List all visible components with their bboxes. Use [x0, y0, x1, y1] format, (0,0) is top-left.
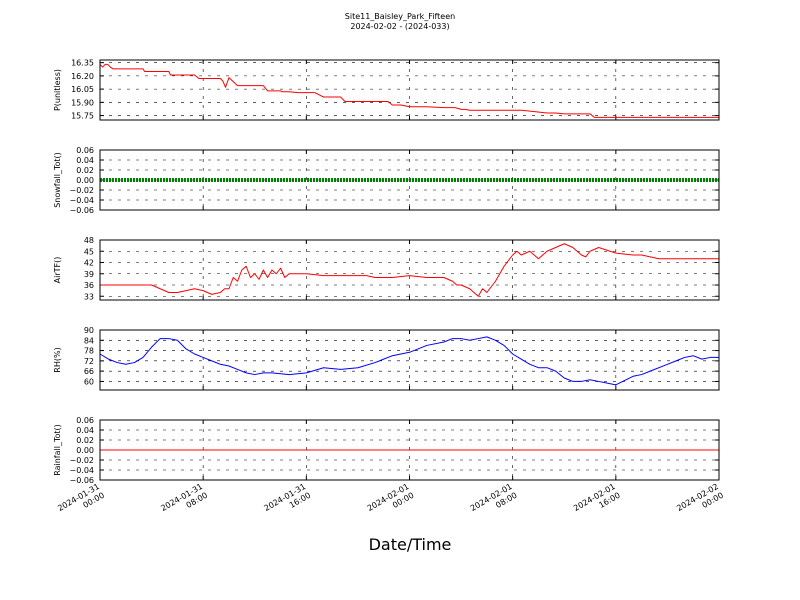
- y-tick-label: 15.75: [71, 112, 94, 121]
- panel-2: 48 45 42 39 36 33 AirTF(): [53, 236, 720, 301]
- y-axis-label: AirTF(): [53, 257, 62, 284]
- y-axis-label: Rainfall_Tot(): [53, 424, 62, 476]
- panel-frame: [99, 329, 720, 391]
- y-tick-label: 45: [84, 247, 94, 256]
- chart-subtitle: 2024-02-02 - (2024-033): [350, 22, 449, 31]
- panel-4: 0.060.040.020.00−0.02−0.04−0.06 Rainfall_…: [53, 416, 720, 485]
- y-tick-label: 33: [84, 292, 94, 301]
- y-tick-label: −0.04: [69, 466, 94, 475]
- series-line: [100, 243, 719, 297]
- y-tick-label: 90: [84, 326, 94, 335]
- y-tick-label: 39: [84, 270, 94, 279]
- x-tick-label: 2024-02-0116:00: [572, 482, 622, 522]
- y-tick-label: −0.02: [69, 186, 94, 195]
- panel-frame: [99, 59, 720, 121]
- y-axis-label: P(unitless): [53, 69, 62, 111]
- y-tick-label: 0.02: [76, 436, 94, 445]
- y-tick-label: 0.02: [76, 166, 94, 175]
- y-tick-label: 36: [84, 281, 94, 290]
- panel-0: 16.35 16.20 16.05 15.90 15.75 P(unitless): [53, 59, 720, 121]
- y-tick-label: 0.00: [76, 446, 94, 455]
- y-tick-label: 15.90: [71, 98, 94, 107]
- y-tick-label: 60: [84, 377, 94, 386]
- x-tick-label: 2024-02-0200:00: [675, 482, 725, 522]
- panel-frame: [99, 149, 720, 211]
- panel-frame: [99, 239, 720, 301]
- y-tick-label: 84: [84, 336, 94, 345]
- x-tick-label: 2024-02-0100:00: [366, 482, 416, 522]
- series-line: [99, 63, 719, 118]
- y-tick-label: −0.02: [69, 456, 94, 465]
- y-tick-label: 66: [84, 367, 94, 376]
- y-tick-label: 16.35: [71, 59, 94, 68]
- y-tick-label: 0.00: [76, 176, 94, 185]
- x-tick-label: 2024-02-0108:00: [469, 482, 519, 522]
- x-tick-label: 2024-01-3116:00: [263, 482, 313, 522]
- y-tick-label: 42: [84, 259, 94, 268]
- y-tick-label: 16.05: [71, 85, 94, 94]
- chart-title: Site11_Baisley_Park_Fifteen: [345, 12, 455, 21]
- y-tick-label: 0.06: [76, 146, 94, 155]
- y-tick-label: 78: [84, 347, 94, 356]
- y-tick-label: −0.06: [69, 476, 94, 485]
- y-axis-label: RH(%): [53, 347, 62, 372]
- y-tick-label: 72: [84, 357, 94, 366]
- x-axis-ticks: 2024-01-3100:00 2024-01-3108:00 2024-01-31…: [56, 482, 725, 522]
- panels: 16.35 16.20 16.05 15.90 15.75 P(unitless) 0.06…: [53, 59, 720, 485]
- y-tick-label: 16.20: [71, 72, 94, 81]
- x-axis-label: Date/Time: [369, 535, 452, 554]
- y-tick-label: 0.04: [76, 426, 94, 435]
- y-axis-label: Snowfall_Tot(): [53, 152, 62, 208]
- y-tick-label: −0.06: [69, 206, 94, 215]
- series-line: [99, 336, 719, 386]
- panel-1: 0.060.040.020.00−0.02−0.04−0.06 Snowfall_…: [53, 146, 720, 215]
- x-tick-label: 2024-01-3108:00: [159, 482, 209, 522]
- y-tick-label: 0.04: [76, 156, 94, 165]
- x-tick-label: 2024-01-3100:00: [56, 482, 106, 522]
- panel-frame: [99, 419, 720, 481]
- y-tick-label: −0.04: [69, 196, 94, 205]
- y-tick-label: 48: [84, 236, 94, 245]
- y-tick-label: 0.06: [76, 416, 94, 425]
